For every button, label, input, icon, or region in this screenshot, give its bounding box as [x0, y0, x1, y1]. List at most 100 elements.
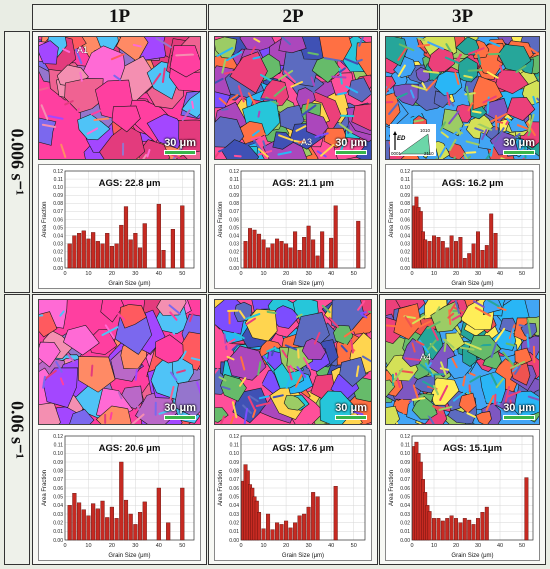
- twin-lamella: [487, 300, 500, 308]
- twin-lamella: [476, 342, 484, 348]
- bar: [123, 206, 129, 269]
- bar: [427, 241, 432, 269]
- twin-lamella: [397, 64, 406, 77]
- y-tick-label: 0.07: [229, 209, 239, 215]
- twin-lamella: [73, 107, 80, 121]
- ebsd-map: 30 μm: [214, 299, 372, 425]
- bar: [311, 492, 316, 541]
- bar: [137, 512, 143, 541]
- twin-lamella: [223, 333, 228, 351]
- ags-annotation: AGS: 20.6 μm: [99, 443, 161, 454]
- twin-lamella: [79, 71, 83, 82]
- twin-lamella: [433, 384, 439, 396]
- twin-lamella: [465, 151, 477, 154]
- x-tick-label: 0: [63, 271, 66, 277]
- twin-lamella: [401, 399, 405, 415]
- twin-lamella: [297, 348, 300, 359]
- twin-lamella: [457, 53, 462, 64]
- twin-lamella: [489, 144, 494, 157]
- twin-lamella: [321, 304, 331, 314]
- x-tick-label: 0: [63, 543, 66, 549]
- bar: [467, 519, 472, 541]
- y-tick-label: 0.02: [229, 520, 239, 526]
- x-tick-label: 50: [351, 271, 357, 277]
- twin-lamella: [497, 306, 507, 311]
- twin-lamella: [226, 355, 235, 361]
- twin-lamella: [179, 350, 187, 362]
- twin-lamella: [250, 46, 256, 55]
- twin-lamella: [259, 97, 274, 101]
- twin-lamella: [331, 75, 347, 79]
- twin-lamella: [155, 37, 172, 49]
- twin-lamella: [359, 311, 367, 315]
- ebsd-map: 30 μm A3: [214, 36, 372, 160]
- bar: [320, 231, 325, 269]
- bar: [293, 231, 298, 269]
- twin-lamella: [386, 324, 403, 328]
- y-tick-label: 0.09: [53, 193, 63, 199]
- y-tick-label: 0.11: [230, 177, 240, 183]
- bar: [128, 513, 133, 541]
- twin-lamella: [64, 100, 74, 106]
- x-tick-label: 40: [497, 271, 503, 277]
- x-tick-label: 40: [156, 543, 162, 549]
- twin-lamella: [302, 357, 312, 370]
- twin-lamella: [272, 394, 284, 399]
- scale-bar-label: 30 μm: [503, 402, 535, 414]
- bar: [100, 500, 105, 541]
- twin-lamella: [259, 73, 272, 82]
- twin-lamella: [320, 144, 335, 157]
- y-tick-label: 0.08: [53, 201, 63, 207]
- twin-lamella: [343, 328, 356, 338]
- twin-lamella: [262, 140, 267, 148]
- twin-lamella: [510, 360, 526, 369]
- twin-lamella: [257, 150, 273, 156]
- twin-lamella: [284, 344, 298, 351]
- y-tick-label: 0.12: [53, 169, 63, 175]
- bar: [284, 520, 289, 541]
- row-label-0.06: 0.06 s⁻¹: [4, 294, 30, 565]
- bar: [315, 496, 320, 541]
- y-tick-label: 0.00: [53, 538, 63, 544]
- twin-lamella: [169, 385, 175, 401]
- twin-lamella: [257, 361, 262, 376]
- twin-lamella: [221, 58, 227, 74]
- x-tick-label: 30: [306, 271, 312, 277]
- twin-lamella: [168, 304, 181, 315]
- twin-lamella: [526, 319, 532, 338]
- ed-arrow-head: [393, 131, 397, 135]
- bar: [458, 522, 463, 541]
- y-tick-label: 0.02: [229, 250, 239, 256]
- twin-lamella: [469, 375, 482, 383]
- twin-lamella: [499, 64, 505, 76]
- twin-lamella: [191, 100, 195, 109]
- twin-lamella: [355, 58, 363, 63]
- x-tick-label: 20: [283, 271, 289, 277]
- y-tick-label: 0.08: [229, 201, 239, 207]
- y-tick-label: 0.07: [400, 477, 410, 483]
- twin-lamella: [196, 381, 200, 395]
- column-header-3p: 3P: [379, 4, 546, 30]
- bar: [454, 518, 458, 541]
- twin-lamella: [278, 134, 294, 142]
- twin-lamella: [451, 313, 463, 321]
- histogram: 0.00 0.01 0.02 0.03 0.04 0.05 0.06 0.07 0.08 0.09…: [38, 429, 201, 561]
- y-tick-label: 0.11: [401, 442, 411, 448]
- histogram: 0.00 0.01 0.02 0.03 0.04 0.05 0.06 0.07 0.08 0.09…: [38, 164, 201, 289]
- bar: [458, 237, 463, 269]
- y-tick-label: 0.00: [229, 266, 239, 272]
- twin-lamella: [388, 101, 400, 115]
- bar-chart-2: 0.00 0.01 0.02 0.03 0.04 0.05 0.06 0.07 0.08 0.09…: [389, 169, 534, 287]
- twin-lamella: [453, 156, 456, 159]
- bar: [288, 247, 293, 269]
- bar: [72, 493, 77, 541]
- x-tick-label: 30: [132, 543, 138, 549]
- twin-lamella: [510, 132, 521, 142]
- twin-lamella: [86, 127, 99, 135]
- legend-corner-top: 1010: [420, 128, 431, 133]
- x-tick-label: 50: [519, 271, 525, 277]
- bar: [480, 250, 485, 269]
- bar: [432, 235, 436, 269]
- twin-lamella: [360, 313, 368, 319]
